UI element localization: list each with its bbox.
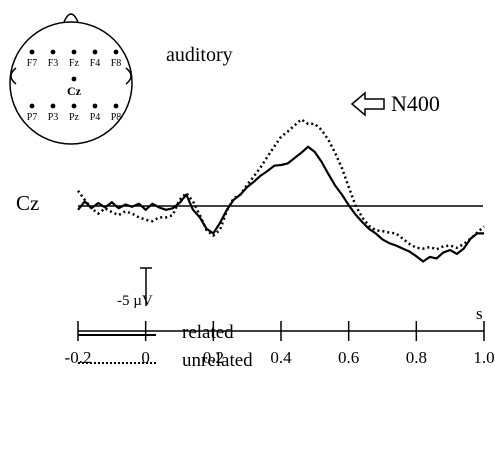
condition-label: auditory <box>166 44 233 66</box>
head-map: F7 F3 Fz F4 F8 Cz P7 P3 Pz P4 P8 <box>9 13 133 145</box>
legend-solid-line <box>78 334 156 336</box>
electrode-dot-p4 <box>92 103 98 109</box>
electrode-dot-fz <box>71 49 77 55</box>
series-unrelated-line <box>76 118 485 251</box>
n400-arrow-icon <box>350 91 385 117</box>
scale-bar-label: -5 µV <box>117 293 153 309</box>
electrode-dot-p3 <box>50 103 56 109</box>
electrode-label-p7: P7 <box>27 112 38 123</box>
n400-label: N400 <box>391 91 440 116</box>
legend-dotted-line <box>78 362 156 364</box>
electrode-label-cz: Cz <box>67 84 82 98</box>
electrode-label-f3: F3 <box>48 58 59 69</box>
legend-item-related: related <box>78 322 338 348</box>
head-outline <box>9 21 133 145</box>
electrode-dot-f8 <box>113 49 119 55</box>
legend-item-unrelated: unrelated <box>78 350 338 376</box>
electrode-label-p4: P4 <box>90 112 101 123</box>
electrode-label-f4: F4 <box>90 58 101 69</box>
electrode-label-fz: Fz <box>69 58 80 69</box>
electrode-dot-p8 <box>113 103 119 109</box>
electrode-dot-f7 <box>29 49 35 55</box>
channel-label: Cz <box>16 191 39 215</box>
electrode-label-pz: Pz <box>69 112 80 123</box>
head-nose-icon <box>63 13 79 23</box>
x-axis-ticks: -0.2 0 0.2 0.4 0.6 0.8 1.0 <box>65 321 495 367</box>
x-tick-label: 0.4 <box>270 348 292 367</box>
scale-bar <box>140 267 152 306</box>
electrode-label-f7: F7 <box>27 58 38 69</box>
series-related-line <box>77 145 484 263</box>
electrode-dot-f3 <box>50 49 56 55</box>
x-tick-label: 0 <box>141 348 150 367</box>
x-axis-label: s <box>476 304 483 323</box>
electrode-label-p8: P8 <box>111 112 122 123</box>
electrode-label-p3: P3 <box>48 112 59 123</box>
x-tick-label: 0.8 <box>406 348 427 367</box>
x-tick-label: 0.2 <box>203 348 224 367</box>
electrode-dot-pz <box>71 103 77 109</box>
electrode-dot-cz <box>71 76 77 82</box>
electrode-dot-f4 <box>92 49 98 55</box>
electrode-dot-p7 <box>29 103 35 109</box>
x-tick-label: 0.6 <box>338 348 359 367</box>
x-tick-label: 1.0 <box>473 348 494 367</box>
electrode-label-f8: F8 <box>111 58 122 69</box>
legend-label-unrelated: unrelated <box>182 350 253 371</box>
electrode-layer: F7 F3 Fz F4 F8 Cz P7 P3 Pz P4 P8 <box>27 49 122 123</box>
legend-label-related: related <box>182 322 234 343</box>
